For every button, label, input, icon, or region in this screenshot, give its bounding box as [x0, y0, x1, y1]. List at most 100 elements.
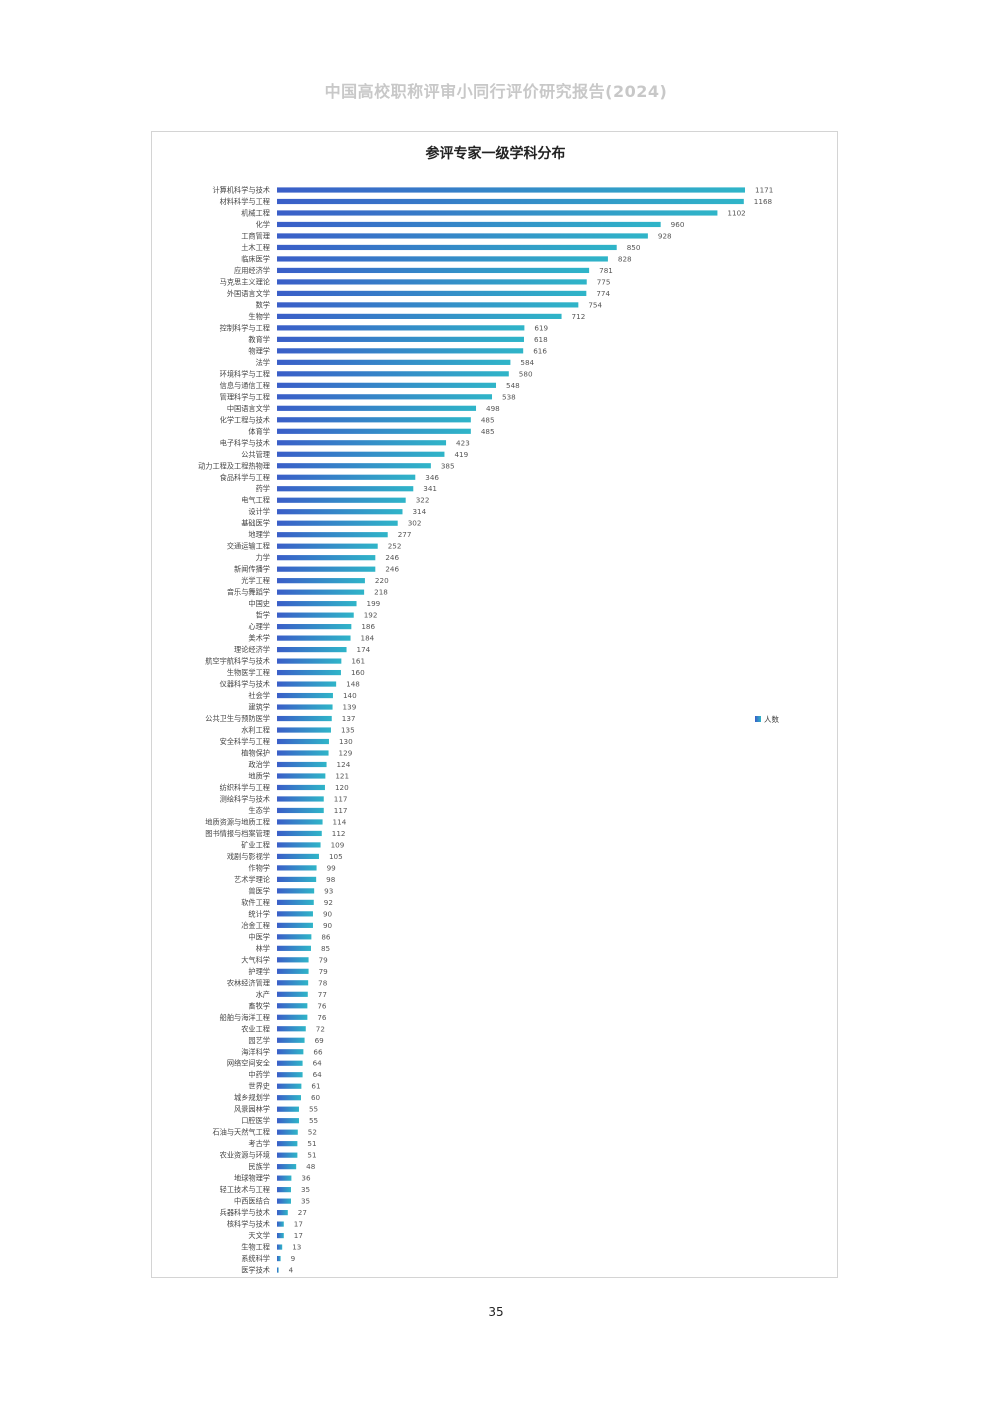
- bar[interactable]: [277, 647, 347, 653]
- bar[interactable]: [277, 1267, 279, 1273]
- bar[interactable]: [277, 371, 509, 377]
- bar[interactable]: [277, 1141, 298, 1147]
- bar[interactable]: [277, 1014, 308, 1020]
- bar[interactable]: [277, 715, 332, 722]
- bar[interactable]: [277, 945, 311, 951]
- bar[interactable]: [277, 394, 493, 400]
- bar[interactable]: [277, 934, 312, 940]
- bar[interactable]: [277, 807, 324, 814]
- bar[interactable]: [277, 1037, 305, 1043]
- bar[interactable]: [277, 1003, 308, 1009]
- bar[interactable]: [277, 612, 354, 618]
- bar[interactable]: [277, 1083, 302, 1089]
- bar[interactable]: [277, 451, 445, 457]
- bar[interactable]: [277, 601, 357, 607]
- bar[interactable]: [277, 1118, 299, 1124]
- bar[interactable]: [277, 842, 321, 848]
- bar[interactable]: [277, 1255, 281, 1262]
- bar[interactable]: [277, 624, 352, 630]
- bar[interactable]: [277, 957, 309, 963]
- bar[interactable]: [277, 382, 497, 388]
- bar[interactable]: [277, 474, 416, 480]
- bar[interactable]: [277, 738, 329, 745]
- bar[interactable]: [277, 440, 447, 446]
- bar[interactable]: [277, 968, 309, 974]
- bar[interactable]: [277, 1049, 304, 1055]
- bar[interactable]: [277, 221, 661, 228]
- bar[interactable]: [277, 1221, 284, 1227]
- bar[interactable]: [277, 681, 337, 687]
- bar[interactable]: [277, 210, 718, 216]
- bar[interactable]: [277, 635, 351, 641]
- bar[interactable]: [277, 578, 365, 584]
- bar[interactable]: [277, 256, 608, 262]
- bar[interactable]: [277, 727, 331, 733]
- bar[interactable]: [277, 911, 313, 917]
- bar[interactable]: [277, 359, 511, 365]
- bar[interactable]: [277, 566, 376, 572]
- bar[interactable]: [277, 750, 329, 756]
- bar[interactable]: [277, 302, 579, 308]
- bar[interactable]: [277, 279, 587, 285]
- bar[interactable]: [277, 692, 333, 699]
- bar[interactable]: [277, 417, 471, 423]
- bar[interactable]: [277, 509, 403, 515]
- bar[interactable]: [277, 348, 524, 354]
- bar[interactable]: [277, 773, 326, 779]
- bar[interactable]: [277, 187, 745, 193]
- bar[interactable]: [277, 784, 325, 791]
- bar[interactable]: [277, 899, 314, 905]
- legend[interactable]: 人数: [755, 714, 779, 724]
- bar[interactable]: [277, 1175, 292, 1181]
- bar[interactable]: [277, 313, 562, 319]
- bar[interactable]: [277, 543, 378, 549]
- bar[interactable]: [277, 658, 342, 664]
- bar[interactable]: [277, 796, 324, 802]
- bar[interactable]: [277, 922, 313, 928]
- bar[interactable]: [277, 1152, 298, 1158]
- bar[interactable]: [277, 290, 587, 297]
- bar[interactable]: [277, 532, 388, 538]
- bar[interactable]: [277, 267, 590, 274]
- bar[interactable]: [277, 865, 317, 871]
- bar[interactable]: [277, 589, 365, 595]
- bar[interactable]: [277, 486, 414, 492]
- bar[interactable]: [277, 520, 398, 526]
- bar[interactable]: [277, 233, 648, 239]
- bar[interactable]: [277, 980, 309, 986]
- bar[interactable]: [277, 1106, 299, 1112]
- bar[interactable]: [277, 1129, 298, 1135]
- bar[interactable]: [277, 669, 341, 676]
- bar[interactable]: [277, 497, 406, 503]
- bar[interactable]: [277, 1244, 283, 1250]
- bar[interactable]: [277, 704, 333, 710]
- bar[interactable]: [277, 1026, 306, 1032]
- bar[interactable]: [277, 819, 323, 825]
- bar[interactable]: [277, 463, 431, 469]
- category-label: 城乡规划学: [234, 1093, 270, 1102]
- category-label: 材料科学与工程: [220, 197, 270, 206]
- bar[interactable]: [277, 888, 315, 894]
- bar[interactable]: [277, 761, 327, 768]
- bar[interactable]: [277, 325, 525, 331]
- bar[interactable]: [277, 1095, 301, 1101]
- bar[interactable]: [277, 830, 322, 837]
- bar[interactable]: [277, 1164, 297, 1170]
- bar[interactable]: [277, 1060, 303, 1066]
- bar[interactable]: [277, 244, 617, 251]
- bar[interactable]: [277, 336, 524, 342]
- bar[interactable]: [277, 555, 376, 561]
- bar[interactable]: [277, 405, 477, 411]
- bar[interactable]: [277, 1072, 303, 1078]
- category-label: 教育学: [248, 335, 270, 344]
- data-label: 192: [364, 611, 378, 620]
- bar[interactable]: [277, 1198, 291, 1204]
- bar[interactable]: [277, 853, 319, 860]
- bar[interactable]: [277, 991, 308, 997]
- bar[interactable]: [277, 1232, 284, 1239]
- bar[interactable]: [277, 1187, 291, 1193]
- bar[interactable]: [277, 198, 744, 205]
- bar[interactable]: [277, 428, 471, 434]
- bar[interactable]: [277, 876, 317, 882]
- bar[interactable]: [277, 1210, 288, 1216]
